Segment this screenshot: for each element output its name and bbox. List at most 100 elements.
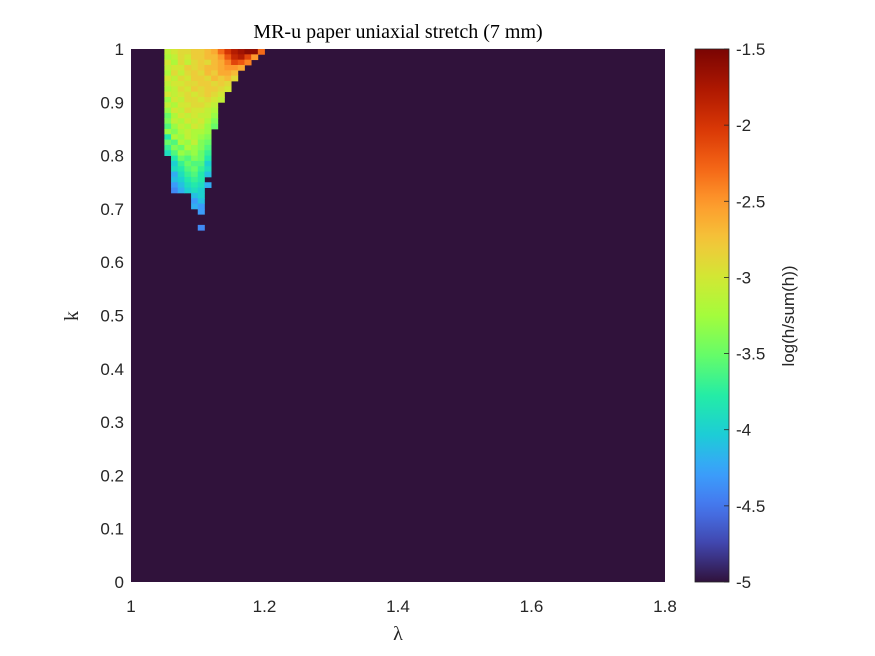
heatmap-cell xyxy=(197,123,205,130)
heatmap-cell xyxy=(191,192,199,199)
heatmap-cell xyxy=(231,64,239,71)
heatmap-cell xyxy=(204,134,212,141)
heatmap-cell xyxy=(177,75,185,82)
heatmap-cell xyxy=(197,75,205,82)
x-tick-label: 1.4 xyxy=(386,597,410,616)
heatmap-cell xyxy=(197,176,205,183)
heatmap-cell xyxy=(237,64,245,71)
heatmap-cell xyxy=(177,123,185,130)
heatmap-cell xyxy=(257,49,265,55)
heatmap-cell xyxy=(171,155,179,162)
heatmap-cell xyxy=(184,64,192,71)
heatmap-cell xyxy=(217,86,225,93)
heatmap-cell xyxy=(171,86,179,93)
heatmap-cell xyxy=(211,96,219,103)
heatmap-cell xyxy=(191,139,199,146)
heatmap-cell xyxy=(171,160,179,167)
heatmap-cell xyxy=(204,123,212,130)
heatmap-cell xyxy=(177,59,185,66)
heatmap-cell xyxy=(184,182,192,188)
heatmap-cell xyxy=(171,144,179,151)
heatmap-cell xyxy=(224,70,232,77)
heatmap-cell xyxy=(177,70,185,77)
heatmap-cell xyxy=(191,171,199,178)
heatmap-cell xyxy=(204,118,212,125)
heatmap-cell xyxy=(191,102,199,109)
heatmap-cell xyxy=(177,102,185,109)
heatmap-cell xyxy=(217,59,225,66)
heatmap-cell xyxy=(191,155,199,162)
heatmap-cell xyxy=(184,128,192,135)
heatmap-cell xyxy=(171,176,179,183)
x-axis-label: λ xyxy=(393,623,403,645)
heatmap-cell xyxy=(204,139,212,146)
heatmap-cell xyxy=(224,75,232,82)
heatmap-cell xyxy=(204,128,212,135)
heatmap-cell xyxy=(191,54,199,61)
heatmap-cell xyxy=(184,112,192,119)
heatmap-cell xyxy=(177,166,185,172)
y-tick-label: 0 xyxy=(115,573,124,592)
heatmap-cell xyxy=(217,64,225,71)
colorbar-tick-label: -5 xyxy=(736,573,751,592)
colorbar-tick-label: -4.5 xyxy=(736,497,765,516)
heatmap-cell xyxy=(204,160,212,167)
heatmap-cell xyxy=(211,91,219,98)
heatmap-cell xyxy=(191,59,199,66)
heatmap-cell xyxy=(177,134,185,141)
y-tick-label: 0.4 xyxy=(100,360,124,379)
heatmap-cell xyxy=(231,75,239,82)
heatmap-cell xyxy=(204,64,212,71)
heatmap-cell xyxy=(204,107,212,114)
heatmap-cell xyxy=(177,86,185,93)
heatmap-cell xyxy=(237,54,245,61)
heatmap-cell xyxy=(184,80,192,87)
heatmap-cell xyxy=(191,166,199,172)
heatmap-cell xyxy=(184,155,192,162)
heatmap-cell xyxy=(197,187,205,194)
heatmap-cell xyxy=(164,75,172,82)
heatmap-cell xyxy=(197,166,205,172)
y-tick-label: 0.8 xyxy=(100,147,124,166)
heatmap-cell xyxy=(171,75,179,82)
heatmap-cell xyxy=(217,91,225,98)
heatmap-cell xyxy=(211,75,219,82)
heatmap-cell xyxy=(191,70,199,77)
heatmap-cell xyxy=(164,150,172,156)
heatmap-cell xyxy=(224,59,232,66)
heatmap-cell xyxy=(197,70,205,77)
heatmap-cell xyxy=(204,112,212,119)
heatmap-cell xyxy=(237,49,245,55)
heatmap-cell xyxy=(164,139,172,146)
heatmap-cell xyxy=(171,54,179,61)
heatmap-cell xyxy=(171,107,179,114)
heatmap-cell xyxy=(204,150,212,156)
heatmap-cell xyxy=(204,59,212,66)
heatmap-cell xyxy=(177,176,185,183)
heatmap-cell xyxy=(177,64,185,71)
heatmap-cell xyxy=(191,128,199,135)
heatmap-cell xyxy=(177,96,185,103)
plot-area xyxy=(131,49,665,582)
heatmap-cell xyxy=(204,49,212,55)
heatmap-cell xyxy=(177,160,185,167)
heatmap-cell xyxy=(177,80,185,87)
heatmap-cell xyxy=(197,160,205,167)
heatmap-cell xyxy=(184,171,192,178)
heatmap-cell xyxy=(197,128,205,135)
heatmap-cell xyxy=(231,59,239,66)
plot-background xyxy=(131,49,665,582)
heatmap-cell xyxy=(177,144,185,151)
heatmap-cell xyxy=(244,54,252,61)
heatmap-cell xyxy=(191,144,199,151)
heatmap-cell xyxy=(251,49,259,55)
heatmap-cell xyxy=(224,64,232,71)
heatmap-cell xyxy=(184,139,192,146)
heatmap-cell xyxy=(191,107,199,114)
heatmap-cell xyxy=(164,96,172,103)
heatmap-cell xyxy=(177,171,185,178)
heatmap-cell xyxy=(184,144,192,151)
heatmap-cell xyxy=(171,118,179,125)
heatmap-cell xyxy=(164,118,172,125)
heatmap-cell xyxy=(211,112,219,119)
